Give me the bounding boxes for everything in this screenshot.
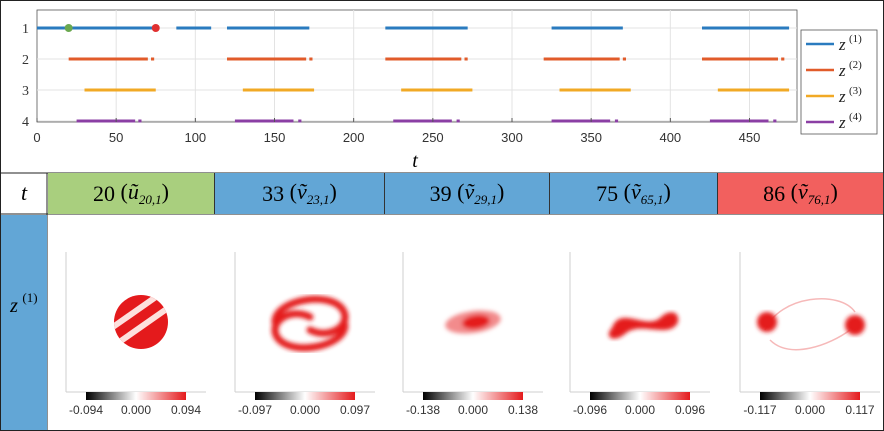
header-cell-t75: 75 (ṽ65,1) (550, 173, 718, 214)
header-time-value: 86 (763, 180, 786, 206)
colorbar (423, 392, 523, 400)
colorbar-tick-label: 0.000 (625, 403, 655, 417)
timeline-marker (64, 24, 73, 32)
x-tick-label: 250 (422, 130, 444, 145)
legend-label: z (838, 87, 846, 106)
colorbar-tick-label: 0.000 (290, 403, 320, 417)
legend-label-sup: (1) (849, 33, 862, 45)
header-snapshot-label: (ũ20,1) (115, 179, 169, 207)
timeline-segments (37, 24, 790, 123)
timeline-marker (151, 24, 160, 32)
legend-label: z (838, 61, 846, 80)
timeline-chart: 0 50 100 150 200 250 300 350 400 450 1 2 3 4 t (22, 9, 798, 172)
x-tick-label: 400 (659, 130, 681, 145)
x-tick-label: 300 (501, 130, 523, 145)
colorbar-tick-label: 0.000 (795, 403, 825, 417)
colorbar-tick-label: 0.094 (171, 403, 201, 417)
z1-row-label: z (9, 295, 18, 317)
x-tick-label: 100 (184, 130, 206, 145)
vorticity-panels (65, 252, 880, 393)
timeline-ticks: 0 50 100 150 200 250 300 350 400 450 1 2 3 4 (22, 22, 760, 145)
header-snapshot-label: (ṽ29,1) (451, 179, 505, 207)
panel-3-image (445, 310, 501, 334)
x-tick-label: 450 (739, 130, 761, 145)
x-tick-label: 50 (109, 130, 123, 145)
colorbar (760, 392, 860, 400)
x-tick-label: 350 (580, 130, 602, 145)
header-time-value: 75 (596, 180, 619, 206)
colorbar (86, 392, 186, 400)
header-snapshot-label: (ṽ65,1) (618, 179, 671, 207)
header-cell-t20: 20 (ũ20,1) (48, 173, 215, 214)
y-tick-label: 4 (22, 115, 29, 130)
header-time-value: 39 (429, 180, 452, 206)
x-tick-label: 200 (343, 130, 365, 145)
colorbar-tick-label: 0.096 (675, 403, 705, 417)
x-tick-label: 0 (33, 130, 40, 145)
timeline-xlabel: t (412, 150, 418, 172)
colorbars: -0.094 0.000 0.094 -0.097 0.000 0.097 -0.138 0.… (69, 392, 875, 417)
legend-label-sup: (2) (849, 59, 862, 71)
header-time-value: 33 (262, 180, 285, 206)
legend-label: z (838, 113, 846, 132)
colorbar-tick-label: 0.138 (508, 403, 538, 417)
colorbar-tick-label: -0.097 (238, 403, 272, 417)
y-tick-label: 1 (22, 22, 29, 37)
colorbar-tick-label: -0.096 (573, 403, 607, 417)
x-tick-label: 150 (264, 130, 286, 145)
row-label-bg (1, 215, 47, 430)
legend-label-sup: (4) (849, 111, 862, 123)
header-time-value: 20 (93, 180, 116, 206)
z1-row-sup: (1) (22, 290, 37, 305)
header-cell-t86: 86 (ṽ76,1) (718, 173, 884, 214)
colorbar-tick-label: 0.000 (458, 403, 488, 417)
y-tick-label: 3 (22, 84, 29, 99)
colorbar-tick-label: 0.097 (340, 403, 370, 417)
panel-4-image (608, 312, 679, 339)
colorbar-tick-label: 0.117 (845, 403, 874, 417)
legend-label-sup: (3) (849, 85, 862, 97)
t-header-label: t (21, 180, 28, 205)
y-tick-label: 2 (22, 53, 29, 68)
colorbar (255, 392, 355, 400)
colorbar (590, 392, 690, 400)
header-cell-t33: 33 (ṽ23,1) (215, 173, 385, 214)
panel-2-image (271, 295, 349, 352)
header-snapshot-label: (ṽ23,1) (284, 179, 337, 207)
panel-1-image (114, 295, 168, 349)
colorbar-tick-label: -0.138 (406, 403, 440, 417)
legend-label: z (838, 35, 846, 54)
panel-5-image (757, 298, 865, 351)
colorbar-tick-label: -0.117 (743, 403, 776, 417)
header-cell-t39: 39 (ṽ29,1) (385, 173, 550, 214)
legend-box (800, 29, 878, 135)
header-snapshot-label: (ṽ76,1) (785, 179, 838, 207)
colorbar-tick-label: -0.094 (69, 403, 103, 417)
timeline-legend: z (1)z (2)z (3)z (4) (800, 29, 878, 135)
colorbar-tick-label: 0.000 (121, 403, 151, 417)
